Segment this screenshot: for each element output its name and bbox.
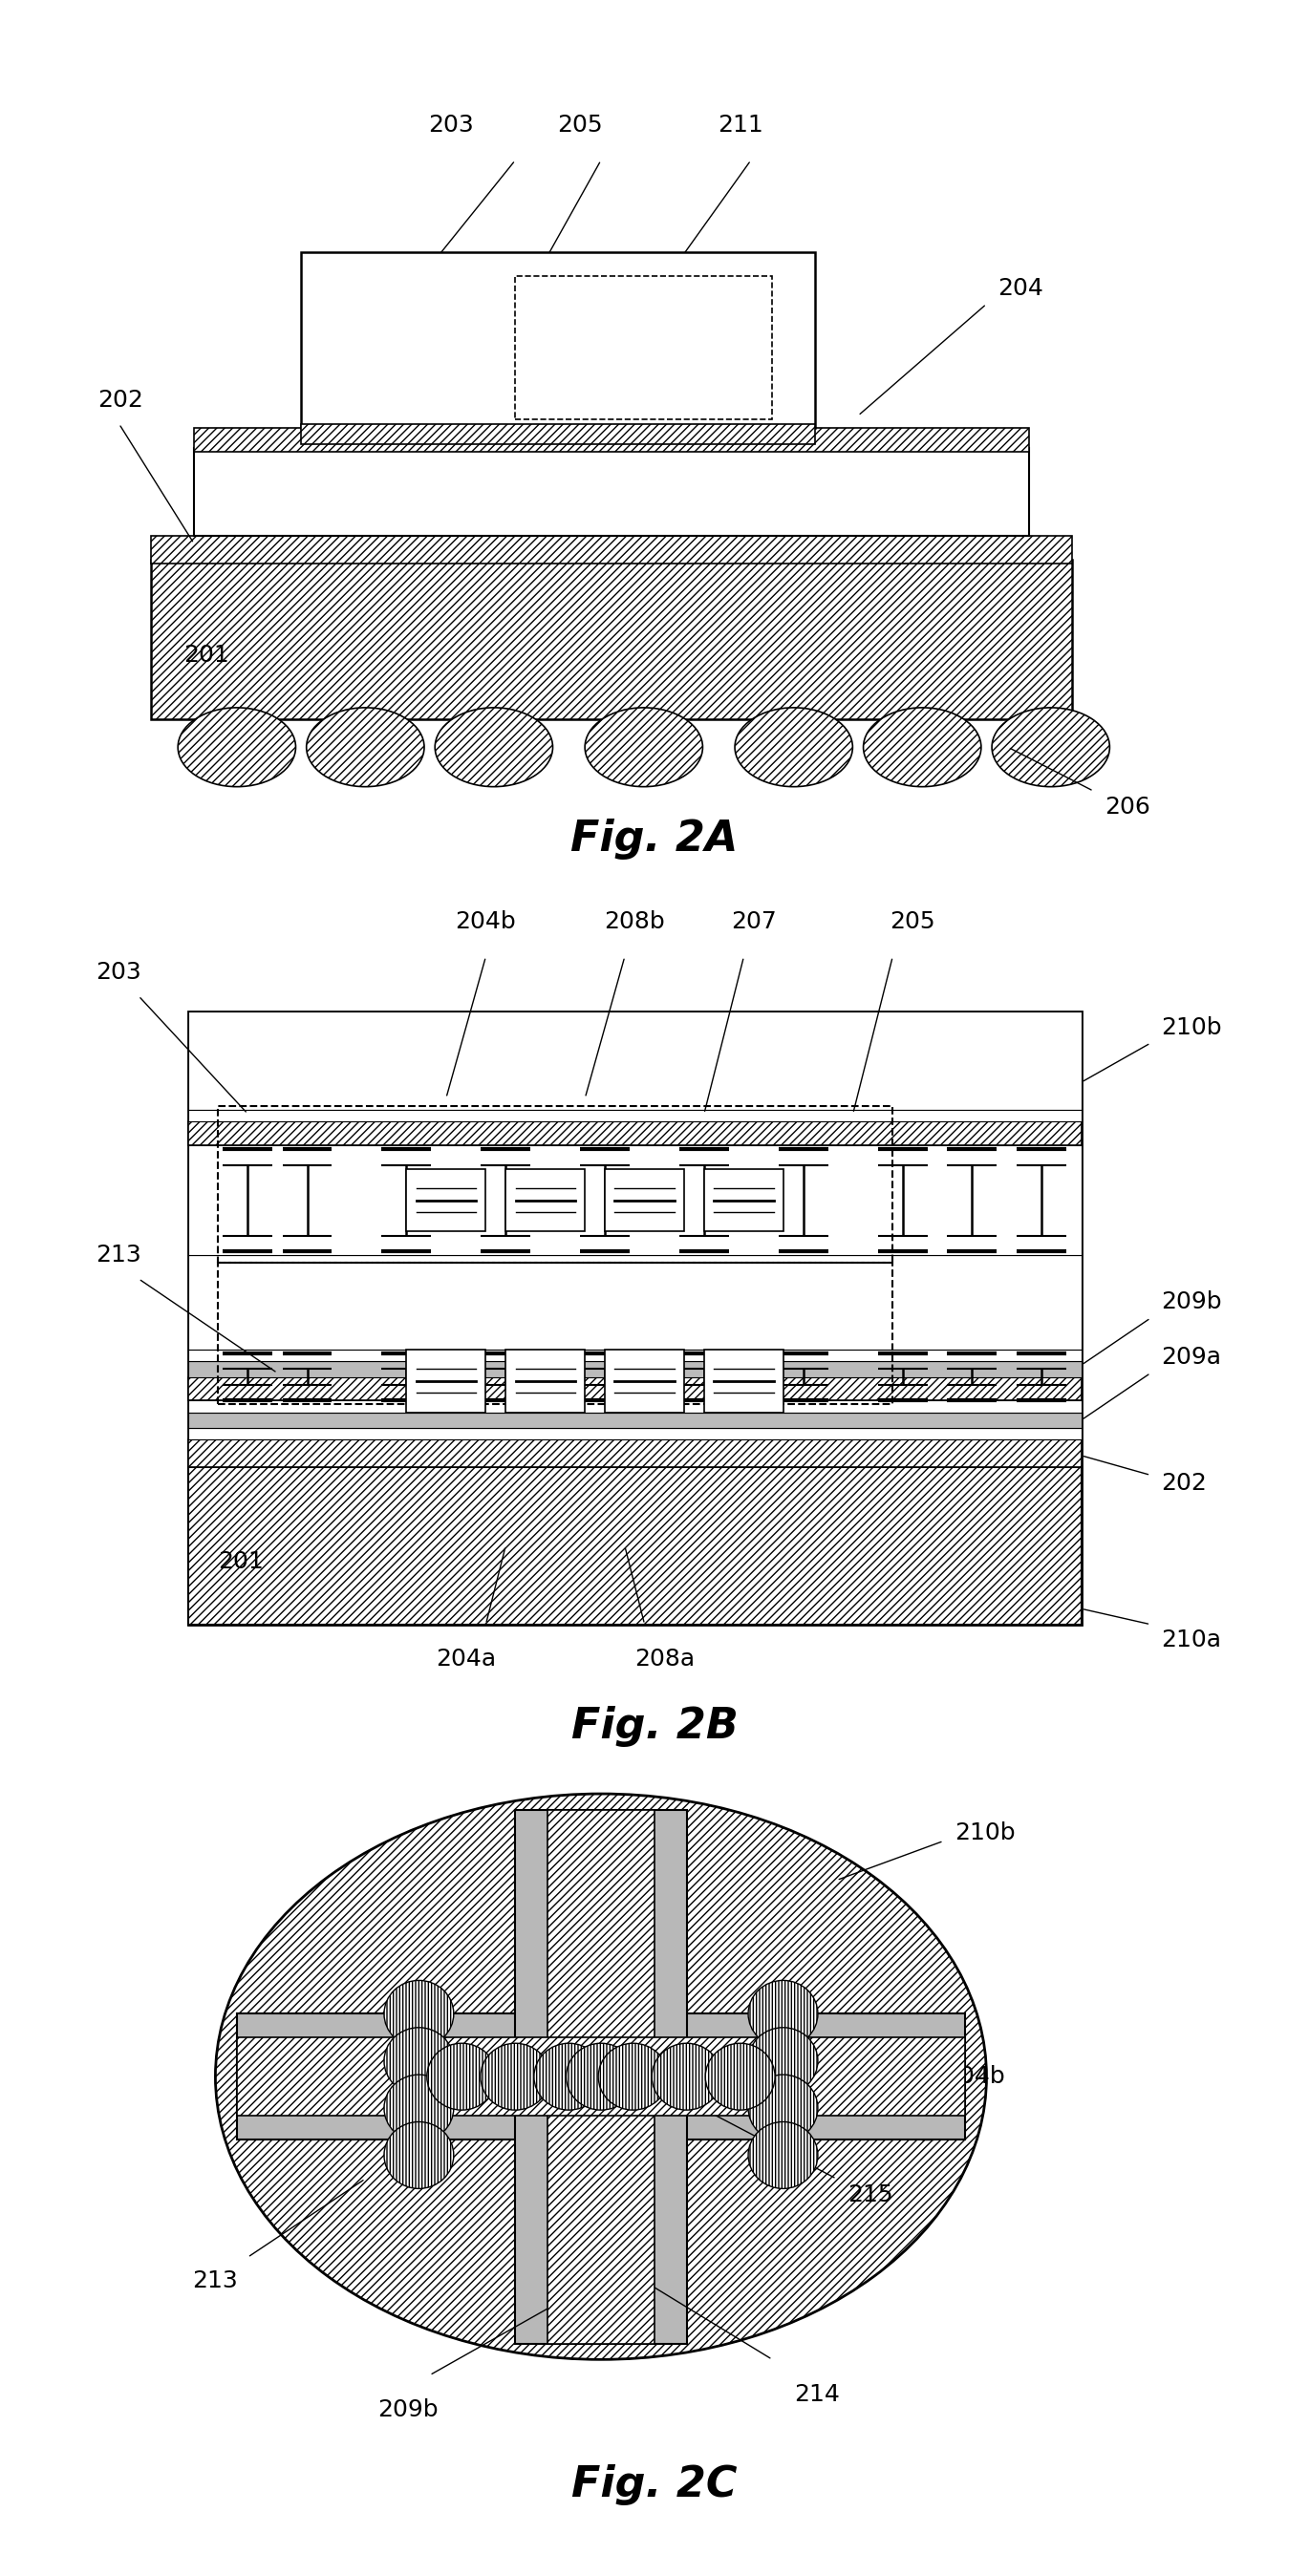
Text: Fig. 2A: Fig. 2A [571,819,738,860]
Ellipse shape [706,2043,775,2110]
Bar [188,1121,1081,1146]
Ellipse shape [567,2043,636,2110]
Text: 204b: 204b [944,2066,1004,2089]
Text: 214: 214 [793,2383,839,2406]
Bar [188,1110,1081,1121]
Text: Fig. 2C: Fig. 2C [572,2465,737,2506]
Text: 208b: 208b [605,909,665,933]
Bar [301,252,816,428]
Text: 215: 215 [847,2182,893,2205]
Bar [188,1378,1081,1401]
Text: 202: 202 [1161,1471,1207,1494]
Text: 201: 201 [217,1551,263,1574]
Bar [516,1808,687,2076]
Text: 204: 204 [997,276,1043,299]
Bar [605,1170,685,1231]
Ellipse shape [427,2043,496,2110]
Text: 209a: 209a [1161,1345,1221,1368]
Ellipse shape [598,2043,668,2110]
Text: 210a: 210a [1161,1628,1221,1651]
Bar [217,1105,893,1262]
Text: 210b: 210b [1161,1015,1221,1038]
Ellipse shape [749,2027,818,2094]
Bar [188,1440,1081,1468]
Bar [151,536,1072,564]
Bar [194,428,1029,451]
Text: 205: 205 [890,909,935,933]
Bar [505,1170,585,1231]
Text: 201: 201 [183,644,229,667]
Ellipse shape [480,2043,550,2110]
Bar [188,1412,1081,1427]
Bar [188,1255,1081,1350]
Text: 203: 203 [428,113,474,137]
Ellipse shape [864,708,982,786]
Bar [704,1350,784,1412]
Bar [188,1146,1081,1255]
Text: 204b: 204b [456,909,516,933]
Ellipse shape [384,2027,454,2094]
Bar [516,276,772,420]
Ellipse shape [992,708,1110,786]
Bar [704,1170,784,1231]
Bar [516,2076,687,2344]
Bar [188,1427,1081,1440]
Ellipse shape [749,2074,818,2141]
Ellipse shape [306,708,424,786]
Bar [505,1350,585,1412]
Text: 205: 205 [556,113,602,137]
Bar [237,2014,965,2141]
Ellipse shape [435,708,552,786]
Bar [188,1012,1081,1110]
Text: 202: 202 [98,389,143,412]
Text: 210b: 210b [954,1821,1016,1844]
Text: Fig. 2B: Fig. 2B [571,1705,738,1747]
Ellipse shape [384,2074,454,2141]
Text: 209b: 209b [1161,1291,1221,1314]
Ellipse shape [652,2043,721,2110]
Bar [605,1350,685,1412]
Text: 211: 211 [717,113,763,137]
Bar [194,448,1029,536]
Text: 207: 207 [730,909,776,933]
Ellipse shape [734,708,852,786]
Text: 213: 213 [192,2269,238,2293]
Bar [217,1262,893,1404]
Bar [406,1170,486,1231]
Text: 206: 206 [1105,796,1151,819]
Ellipse shape [749,1981,818,2048]
Text: 203: 203 [96,961,141,984]
Ellipse shape [178,708,296,786]
Text: 208a: 208a [635,1649,695,1672]
Ellipse shape [384,2123,454,2190]
Bar [406,1350,486,1412]
Bar [188,1012,1081,1625]
Text: 213: 213 [96,1244,141,1267]
Text: 204a: 204a [436,1649,496,1672]
Ellipse shape [534,2043,603,2110]
Bar [188,1468,1081,1625]
Text: 209b: 209b [378,2398,439,2421]
Circle shape [216,1793,987,2360]
Bar [188,1350,1081,1360]
Ellipse shape [384,1981,454,2048]
Bar [547,1808,654,2344]
Ellipse shape [585,708,703,786]
Bar [151,559,1072,719]
Ellipse shape [749,2123,818,2190]
Bar [188,1401,1081,1412]
Bar [188,1360,1081,1378]
Bar [237,2038,965,2115]
Bar [301,425,816,443]
